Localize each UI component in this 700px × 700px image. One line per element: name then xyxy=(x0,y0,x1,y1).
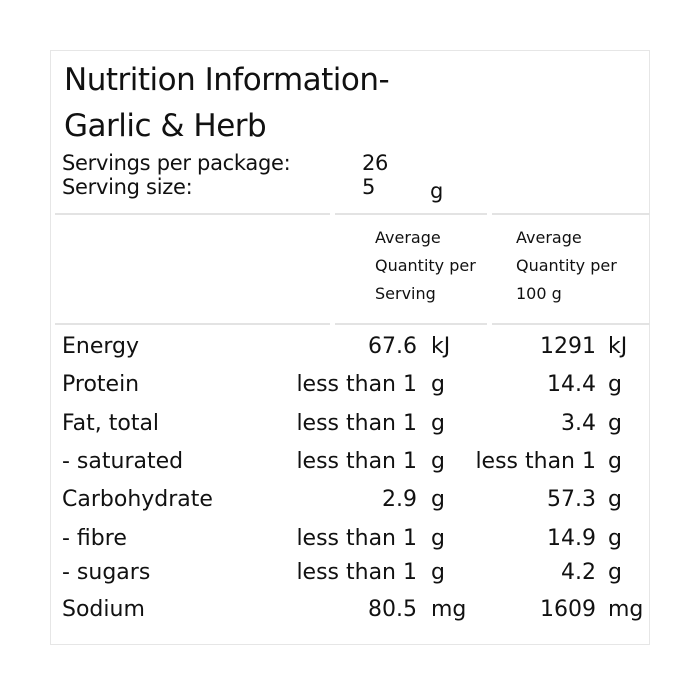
per-serving-unit: g xyxy=(431,372,445,397)
per-100g-value: 4.2 xyxy=(561,560,596,585)
per-100g-value: 1291 xyxy=(540,334,596,359)
per-serving-unit: g xyxy=(431,449,445,474)
header-line: Average xyxy=(516,228,582,247)
per-100g-unit: g xyxy=(608,449,622,474)
divider xyxy=(55,323,330,325)
servings-per-package-value: 26 xyxy=(362,151,389,175)
per-100g-value: 3.4 xyxy=(561,411,596,436)
per-serving-value: 2.9 xyxy=(382,487,417,512)
per-serving-unit: g xyxy=(431,560,445,585)
per-serving-unit: g xyxy=(431,487,445,512)
per-100g-unit: g xyxy=(608,411,622,436)
nutrient-label: Protein xyxy=(62,372,140,397)
divider xyxy=(335,323,487,325)
per-100g-value: less than 1 xyxy=(475,449,596,474)
per-100g-value: 57.3 xyxy=(547,487,596,512)
serving-size-unit: g xyxy=(430,179,444,203)
header-line: Quantity per xyxy=(516,256,617,275)
title-line-1: Nutrition Information- xyxy=(64,62,390,98)
table-row: Protein less than 1 g 14.4 g xyxy=(0,368,700,402)
table-row: Fat, total less than 1 g 3.4 g xyxy=(0,407,700,441)
divider xyxy=(492,323,650,325)
divider xyxy=(492,213,650,215)
per-serving-unit: g xyxy=(431,526,445,551)
per-serving-value: 80.5 xyxy=(368,597,417,622)
header-line: Serving xyxy=(375,284,436,303)
per-100g-value: 14.4 xyxy=(547,372,596,397)
nutrient-label: - fibre xyxy=(62,526,127,551)
column-header-per-100g: Average Quantity per 100 g xyxy=(516,224,617,308)
divider xyxy=(55,213,330,215)
serving-size-label: Serving size: xyxy=(62,175,193,199)
serving-size-value: 5 xyxy=(362,175,376,199)
per-serving-value: less than 1 xyxy=(296,372,417,397)
per-serving-value: less than 1 xyxy=(296,560,417,585)
table-row: Carbohydrate 2.9 g 57.3 g xyxy=(0,483,700,517)
nutrient-label: Sodium xyxy=(62,597,145,622)
per-serving-value: less than 1 xyxy=(296,526,417,551)
per-serving-value: 67.6 xyxy=(368,334,417,359)
divider xyxy=(335,213,487,215)
per-serving-unit: g xyxy=(431,411,445,436)
per-serving-unit: mg xyxy=(431,597,467,622)
table-row: Energy 67.6 kJ 1291 kJ xyxy=(0,330,700,364)
table-row: - sugars less than 1 g 4.2 g xyxy=(0,556,700,590)
nutrient-label: - saturated xyxy=(62,449,184,474)
per-serving-value: less than 1 xyxy=(296,411,417,436)
table-row: - fibre less than 1 g 14.9 g xyxy=(0,522,700,556)
nutrient-label: Fat, total xyxy=(62,411,160,436)
per-100g-unit: g xyxy=(608,487,622,512)
table-row: Sodium 80.5 mg 1609 mg xyxy=(0,593,700,627)
header-line: Quantity per xyxy=(375,256,476,275)
per-100g-unit: g xyxy=(608,372,622,397)
per-100g-unit: kJ xyxy=(608,334,628,359)
per-100g-unit: g xyxy=(608,526,622,551)
per-100g-value: 14.9 xyxy=(547,526,596,551)
table-row: - saturated less than 1 g less than 1 g xyxy=(0,445,700,479)
nutrient-label: Energy xyxy=(62,334,140,359)
header-line: Average xyxy=(375,228,441,247)
per-100g-unit: mg xyxy=(608,597,644,622)
servings-per-package-label: Servings per package: xyxy=(62,151,291,175)
per-serving-value: less than 1 xyxy=(296,449,417,474)
title-line-2: Garlic & Herb xyxy=(64,108,267,144)
per-serving-unit: kJ xyxy=(431,334,451,359)
nutrition-panel xyxy=(50,50,650,645)
per-100g-unit: g xyxy=(608,560,622,585)
nutrient-label: - sugars xyxy=(62,560,151,585)
per-100g-value: 1609 xyxy=(540,597,596,622)
column-header-per-serving: Average Quantity per Serving xyxy=(375,224,476,308)
header-line: 100 g xyxy=(516,284,562,303)
nutrient-label: Carbohydrate xyxy=(62,487,213,512)
